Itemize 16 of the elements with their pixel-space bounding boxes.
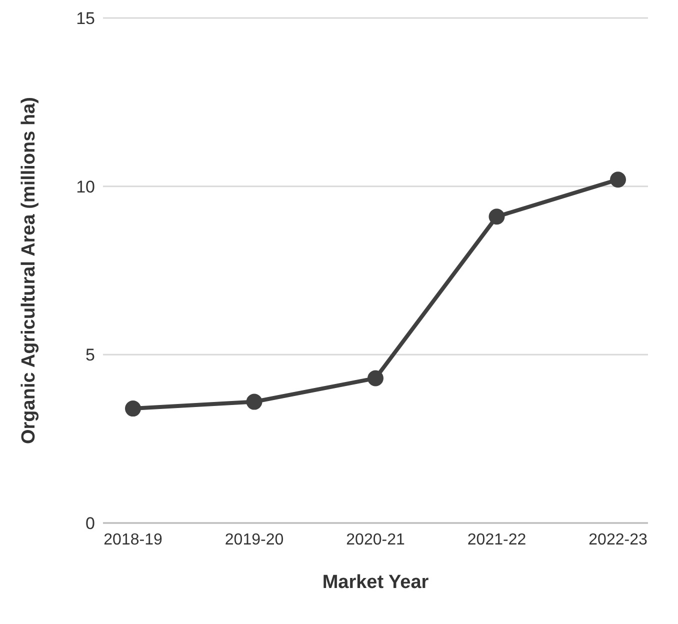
y-axis-title: Organic Agricultural Area (millions ha)	[18, 97, 40, 444]
x-tick-label: 2020-21	[346, 531, 405, 548]
y-tick-label: 0	[86, 514, 95, 534]
x-axis-title: Market Year	[322, 572, 430, 593]
point	[368, 370, 384, 386]
point	[610, 172, 626, 188]
y-tick-label: 15	[76, 9, 95, 28]
x-tick-label: 2019-20	[224, 531, 284, 548]
x-tick-label: 2022-23	[588, 531, 648, 548]
point	[125, 400, 141, 417]
y-tick-label: 5	[86, 346, 95, 365]
y-tick-label: 10	[76, 177, 95, 196]
x-tick-label: 2018-19	[104, 531, 162, 548]
point	[246, 394, 262, 410]
x-tick-label: 2021-22	[467, 531, 526, 548]
point	[488, 208, 505, 225]
